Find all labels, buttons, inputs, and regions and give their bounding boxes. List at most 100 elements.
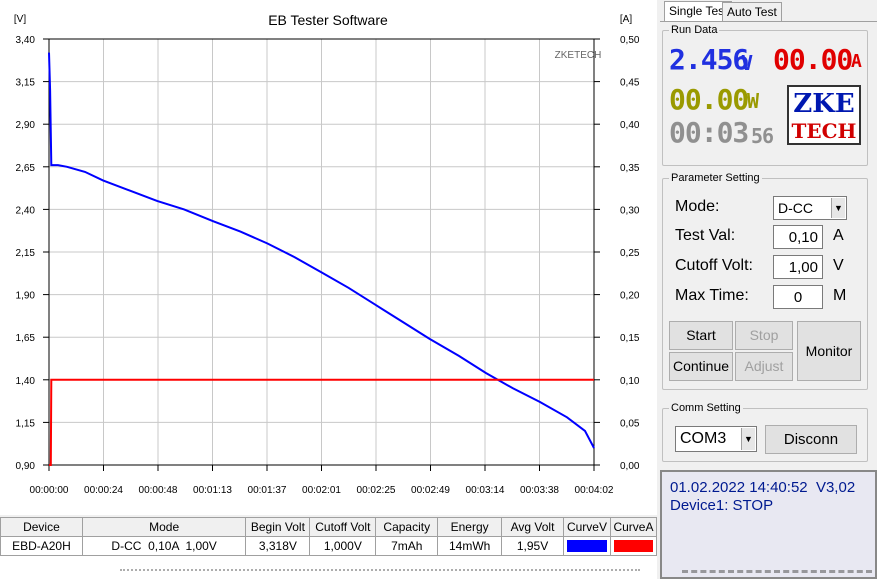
cutoff-volt-label: Cutoff Volt: [675, 257, 753, 274]
control-panel: Single Test Auto Test Run Data 2.456 V 0… [660, 0, 877, 579]
y-tick-label: 1,65 [16, 333, 36, 344]
chart-watermark: ZKETECH [555, 50, 602, 61]
cell-curve-v-color[interactable] [562, 536, 611, 556]
cell-cutoff-volt: 1,000V [309, 536, 377, 556]
table-row[interactable]: EBD-A20H D-CC 0,10A 1,00V 3,318V 1,000V … [0, 536, 658, 556]
x-tick-label: 00:02:01 [302, 485, 341, 496]
monitor-button[interactable]: Monitor [797, 321, 861, 381]
y2-tick-label: 0,35 [620, 163, 640, 174]
elapsed-seconds-readout: 56 [751, 124, 774, 148]
cell-mode: D-CC 0,10A 1,00V [81, 536, 247, 556]
y-tick-label: 1,90 [16, 291, 36, 302]
max-time-unit: M [833, 287, 847, 304]
run-data-group: Run Data 2.456 V 00.00 A 00.00 W 00:03 5… [662, 24, 868, 166]
voltage-current-chart: EB Tester Software [V] [A] ZKETECH 3,40 0… [13, 12, 640, 496]
series-line-curvev [48, 52, 595, 449]
y-tick-label: 1,15 [16, 418, 36, 429]
comm-setting-group: Comm Setting COM3 ▼ Disconn [662, 402, 868, 462]
x-tick-label: 00:04:02 [575, 485, 614, 496]
x-tick-label: 00:02:25 [357, 485, 396, 496]
curve-a-swatch[interactable] [613, 540, 653, 552]
cell-energy: 14mWh [437, 536, 503, 556]
bottom-strip [0, 556, 657, 579]
chevron-down-icon[interactable]: ▼ [741, 428, 755, 450]
power-readout: 00.00 [669, 83, 749, 116]
y2-tick-label: 0,25 [620, 248, 640, 259]
x-tick-label: 00:01:37 [248, 485, 287, 496]
parameter-setting-group: Parameter Setting Mode: D-CC ▼ Test Val:… [662, 172, 868, 390]
y2-tick-label: 0,15 [620, 333, 640, 344]
y-tick-label: 0,90 [16, 461, 36, 472]
y-tick-label: 2,15 [16, 248, 36, 259]
logo-text-tech: TECH [791, 119, 857, 143]
stop-button[interactable]: Stop [735, 321, 793, 350]
x-tick-label: 00:02:49 [411, 485, 450, 496]
power-unit: W [747, 89, 759, 113]
cell-avg-volt: 1,95V [501, 536, 564, 556]
left-axis-unit: [V] [14, 14, 26, 25]
tab-auto-test[interactable]: Auto Test [722, 2, 782, 21]
y2-tick-label: 0,40 [620, 120, 640, 131]
comm-setting-title: Comm Setting [669, 402, 743, 414]
status-device-state: Device1: STOP [670, 497, 774, 514]
x-tick-label: 00:01:13 [193, 485, 232, 496]
continue-button[interactable]: Continue [669, 352, 733, 381]
cutoff-volt-unit: V [833, 257, 844, 274]
col-mode: Mode [81, 517, 247, 537]
x-tick-label: 00:03:14 [466, 485, 505, 496]
com-port-select[interactable]: COM3 ▼ [675, 426, 757, 452]
status-datetime-version: 01.02.2022 14:40:52 V3,02 [670, 479, 856, 496]
com-port-value: COM3 [680, 430, 727, 447]
mode-select[interactable]: D-CC ▼ [773, 196, 847, 220]
y2-tick-label: 0,50 [620, 35, 640, 46]
x-tick-label: 00:00:00 [30, 485, 69, 496]
col-capacity: Capacity [375, 517, 439, 537]
y2-tick-label: 0,05 [620, 418, 640, 429]
adjust-button[interactable]: Adjust [735, 352, 793, 381]
zketech-logo: ZKE TECH [787, 85, 861, 145]
device-summary-table: Device Mode Begin Volt Cutoff Volt Capac… [0, 517, 658, 556]
current-readout: 00.00 [773, 43, 853, 76]
disconnect-button[interactable]: Disconn [765, 425, 857, 454]
y2-tick-label: 0,10 [620, 376, 640, 387]
cropped-text-remnant [120, 569, 640, 579]
y-tick-label: 2,65 [16, 163, 36, 174]
col-device: Device [0, 517, 83, 537]
logo-text-zke: ZKE [793, 89, 855, 119]
cell-begin-volt: 3,318V [245, 536, 311, 556]
cell-capacity: 7mAh [375, 536, 439, 556]
start-button[interactable]: Start [669, 321, 733, 350]
y-tick-label: 1,40 [16, 376, 36, 387]
cell-device: EBD-A20H [0, 536, 83, 556]
right-axis-unit: [A] [620, 14, 632, 25]
curve-v-swatch[interactable] [566, 540, 607, 552]
test-val-unit: A [833, 227, 844, 244]
y2-tick-label: 0,20 [620, 291, 640, 302]
series-line-curvea [49, 378, 594, 466]
y2-tick-label: 0,45 [620, 78, 640, 89]
status-box: 01.02.2022 14:40:52 V3,02 Device1: STOP [660, 470, 877, 579]
test-val-label: Test Val: [675, 227, 736, 244]
max-time-input[interactable]: 0 [773, 285, 823, 309]
col-cutoff-volt: Cutoff Volt [309, 517, 377, 537]
x-tick-label: 00:00:24 [84, 485, 123, 496]
cell-curve-a-color[interactable] [609, 536, 658, 556]
elapsed-time-readout: 00:03 [669, 116, 749, 149]
mode-label: Mode: [675, 198, 720, 215]
table-header-row: Device Mode Begin Volt Cutoff Volt Capac… [0, 517, 658, 537]
cutoff-volt-input[interactable]: 1,00 [773, 255, 823, 279]
max-time-label: Max Time: [675, 287, 749, 304]
col-curve-a: CurveA [609, 517, 658, 537]
col-avg-volt: Avg Volt [501, 517, 564, 537]
y-tick-label: 3,40 [16, 35, 36, 46]
tab-single-test[interactable]: Single Test [664, 1, 733, 21]
voltage-readout: 2.456 [669, 43, 749, 76]
current-unit: A [851, 51, 862, 72]
col-begin-volt: Begin Volt [245, 517, 311, 537]
col-curve-v: CurveV [562, 517, 611, 537]
test-val-input[interactable]: 0,10 [773, 225, 823, 249]
y-tick-label: 2,40 [16, 205, 36, 216]
chevron-down-icon[interactable]: ▼ [831, 198, 845, 218]
mode-value: D-CC [778, 200, 813, 216]
